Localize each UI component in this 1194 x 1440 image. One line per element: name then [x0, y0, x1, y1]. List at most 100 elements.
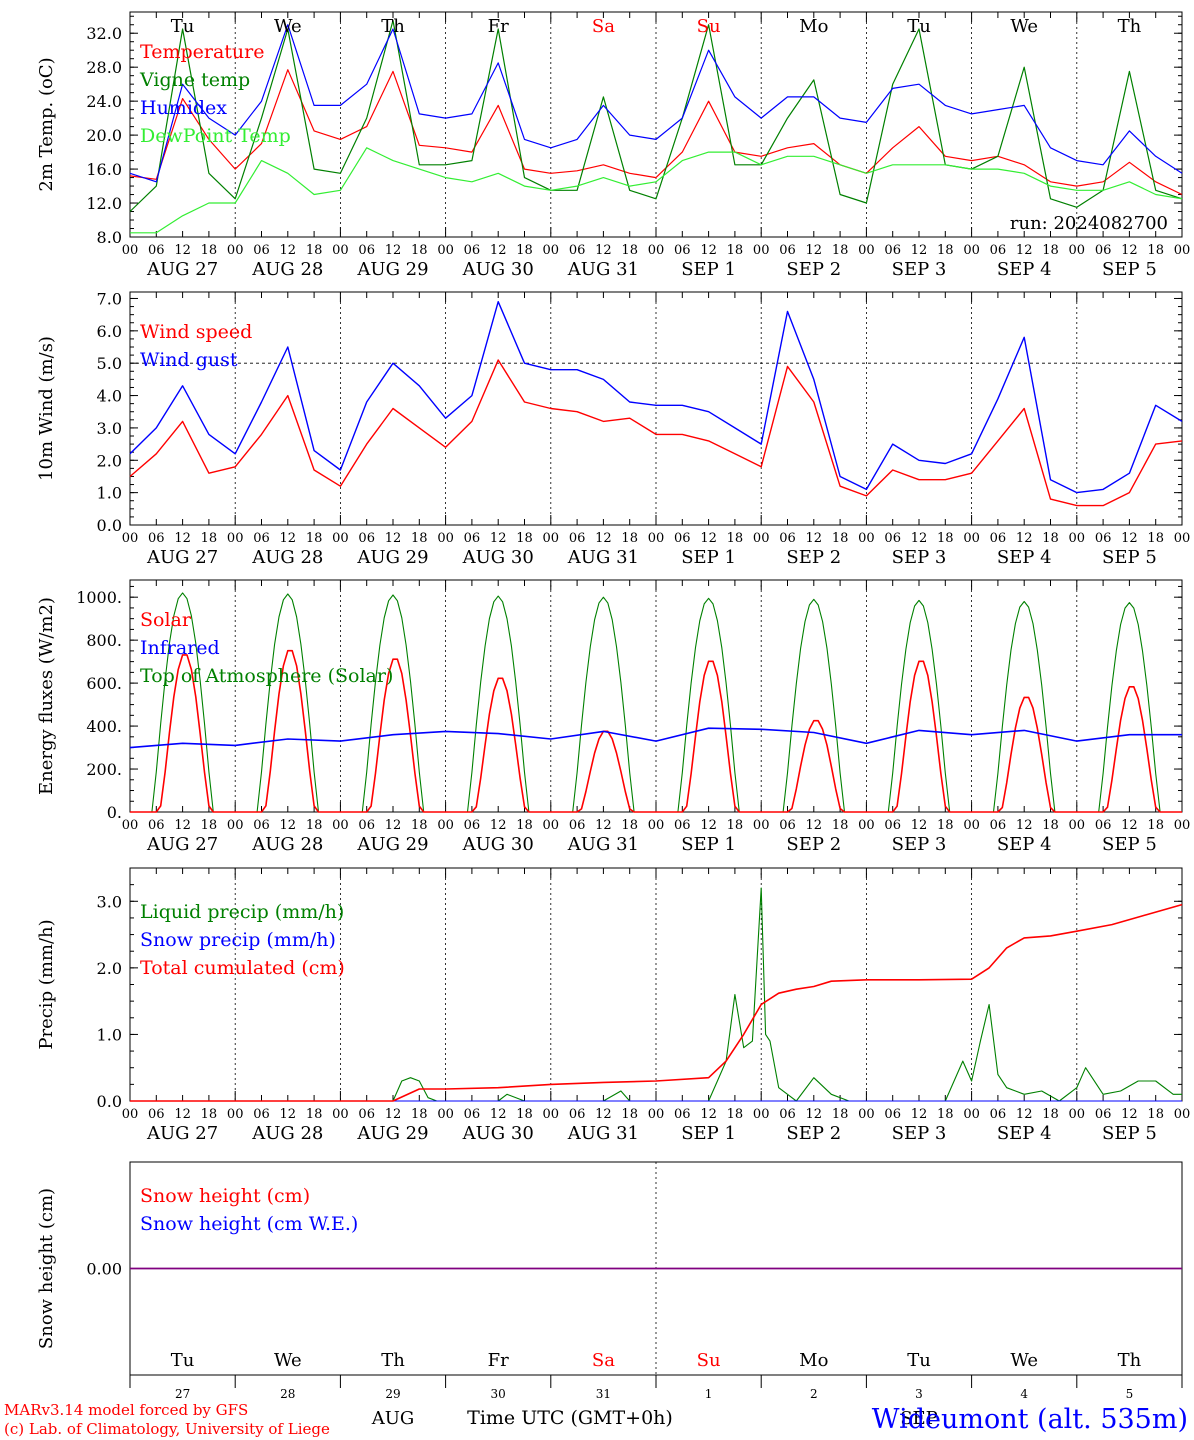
date-label: AUG 30 [462, 1123, 534, 1144]
hour-tick-label: 00 [1069, 1107, 1086, 1122]
hour-tick-label: 12 [911, 818, 928, 833]
legend-entry: Snow height (cm W.E.) [140, 1213, 358, 1235]
hour-tick-label: 12 [1121, 243, 1138, 258]
date-label: AUG 27 [146, 1123, 218, 1144]
hour-tick-label: 00 [858, 1107, 875, 1122]
panel-precip: 0.0 1.0 2.0 3.0 00 06 12 18 00 06 12 18 00 06 12 18 00 06… [36, 867, 1190, 1144]
y-tick-label: 200. [86, 760, 122, 779]
y-tick-label: 0.00 [86, 1260, 122, 1279]
hour-tick-label: 12 [595, 531, 612, 546]
hour-tick-label: 18 [201, 531, 218, 546]
hour-tick-label: 00 [963, 243, 980, 258]
hour-tick-label: 12 [385, 243, 402, 258]
hour-tick-label: 12 [806, 243, 823, 258]
hour-tick-label: 06 [569, 243, 586, 258]
hour-tick-label: 00 [543, 818, 560, 833]
hour-tick-label: 06 [569, 1107, 586, 1122]
hour-tick-label: 00 [858, 243, 875, 258]
hour-tick-label: 12 [1121, 1107, 1138, 1122]
hour-tick-label: 00 [543, 531, 560, 546]
hour-tick-label: 18 [937, 818, 954, 833]
hour-tick-label: 18 [516, 818, 533, 833]
day-label: We [1010, 16, 1038, 37]
hour-tick-label: 12 [490, 1107, 507, 1122]
hour-tick-label: 00 [648, 1107, 665, 1122]
hour-tick-label: 18 [832, 1107, 849, 1122]
hour-tick-label: 06 [884, 1107, 901, 1122]
panel-snow: 0.00 Snow height (cm) Snow height (cm) Snow… [36, 1161, 1183, 1429]
hour-tick-label: 12 [280, 1107, 297, 1122]
date-label: SEP 5 [1102, 1123, 1157, 1144]
hour-tick-label: 06 [464, 818, 481, 833]
date-label: AUG 29 [356, 259, 428, 280]
date-label: AUG 31 [567, 259, 639, 280]
date-label: AUG 27 [146, 547, 218, 568]
day-label: Tu [171, 16, 195, 37]
y-tick-label: 6.0 [97, 322, 122, 341]
run-annotation: run: 2024082700 [1010, 213, 1168, 234]
copyright-credit: (c) Lab. of Climatology, University of L… [4, 1420, 330, 1438]
day-number: 27 [175, 1387, 190, 1401]
hour-tick-label: 12 [806, 1107, 823, 1122]
series-line [130, 903, 1183, 1102]
date-label: AUG 28 [251, 834, 323, 855]
hour-tick-label: 18 [1042, 243, 1059, 258]
day-number: 5 [1126, 1387, 1134, 1401]
hour-tick-label: 18 [937, 531, 954, 546]
hour-tick-label: 00 [332, 1107, 349, 1122]
y-tick-label: 0.0 [97, 516, 122, 535]
station-label: Wideumont (alt. 535m) [872, 1404, 1188, 1435]
hour-tick-label: 18 [727, 818, 744, 833]
hour-tick-label: 06 [674, 818, 691, 833]
series-line [130, 147, 1183, 234]
y-tick-label: 16.0 [86, 160, 122, 179]
hour-tick-label: 06 [779, 818, 796, 833]
hour-tick-label: 00 [753, 1107, 770, 1122]
y-tick-label: 1.0 [97, 1025, 122, 1044]
y-tick-label: 24.0 [86, 92, 122, 111]
y-tick-label: 0.0 [97, 1092, 122, 1111]
date-label: SEP 5 [1102, 547, 1157, 568]
hour-tick-label: 06 [1095, 243, 1112, 258]
day-number: 1 [705, 1387, 713, 1401]
y-axis-label: Energy fluxes (W/m2) [36, 597, 57, 795]
date-label: AUG 31 [567, 1123, 639, 1144]
y-tick-label: 800. [86, 631, 122, 650]
hour-tick-label: 18 [727, 243, 744, 258]
day-label: Tu [171, 1350, 195, 1371]
day-label: We [274, 16, 302, 37]
day-label: We [1010, 1350, 1038, 1371]
y-tick-label: 2.0 [97, 451, 122, 470]
hour-tick-label: 18 [621, 1107, 638, 1122]
y-tick-label: 7.0 [97, 289, 122, 308]
day-number: 2 [810, 1387, 818, 1401]
hour-tick-label: 06 [884, 243, 901, 258]
series-line [129, 69, 1183, 196]
hour-tick-label: 00 [437, 818, 454, 833]
y-tick-label: 0. [107, 803, 122, 822]
hour-tick-label: 18 [1042, 531, 1059, 546]
hour-tick-label: 18 [621, 531, 638, 546]
hour-tick-label: 06 [148, 818, 165, 833]
day-label: Fr [488, 1350, 509, 1371]
date-label: SEP 4 [997, 259, 1052, 280]
hour-tick-label: 12 [174, 531, 191, 546]
hour-tick-label: 00 [122, 1107, 139, 1122]
hour-tick-label: 12 [700, 243, 717, 258]
day-label: Sa [592, 16, 615, 37]
hour-tick-label: 06 [674, 1107, 691, 1122]
hour-tick-label: 18 [727, 1107, 744, 1122]
y-axis-label: Snow height (cm) [36, 1188, 57, 1349]
hour-tick-label: 00 [332, 243, 349, 258]
hour-tick-label: 06 [674, 243, 691, 258]
day-label: Th [1118, 16, 1142, 37]
date-label: AUG 29 [356, 1123, 428, 1144]
date-label: AUG 29 [356, 834, 428, 855]
date-label: SEP 2 [786, 547, 841, 568]
date-label: AUG 28 [251, 547, 323, 568]
hour-tick-label: 06 [569, 531, 586, 546]
date-label: SEP 1 [681, 259, 736, 280]
hour-tick-label: 06 [1095, 818, 1112, 833]
hour-tick-label: 06 [779, 243, 796, 258]
hour-tick-label: 00 [332, 531, 349, 546]
